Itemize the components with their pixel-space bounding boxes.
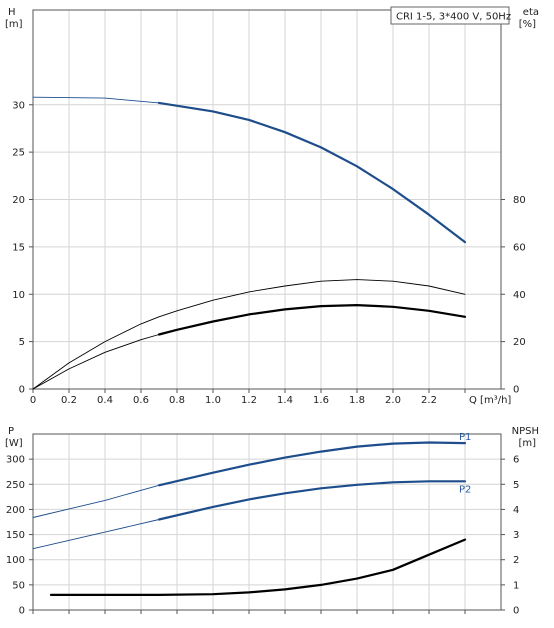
x-tick-label: 1.8 [349,395,365,406]
left-axis-title: P [8,426,14,437]
right-axis-title: NPSH [512,426,539,437]
y-tick-label-left: 250 [6,480,25,491]
y-tick-label-right: 4 [513,505,519,516]
y-tick-label-left: 200 [6,505,25,516]
y-tick-label-left: 30 [12,100,25,111]
x-tick-label: 0.6 [133,395,149,406]
curve-layer [32,96,467,596]
y-tick-label-left: 15 [12,242,25,253]
legend-text: CRI 1-5, 3*400 V, 50Hz [396,12,511,23]
plot-frame [32,433,502,611]
curve-operating-range [157,480,467,521]
y-tick-label-left: 100 [6,555,25,566]
right-axis-title: eta [523,7,539,18]
x-tick-label: 0 [30,395,36,406]
x-tick-label: 0.2 [61,395,77,406]
y-tick-label-left: 20 [12,195,25,206]
x-tick-label: 2.0 [385,395,401,406]
curve-series-right-1 [32,279,466,390]
y-tick-label-right: 0 [513,385,519,396]
left-axis-unit: [m] [5,19,23,30]
left-axis-unit: [W] [5,438,23,449]
y-tick-label-right: 20 [513,337,526,348]
y-tick-label-left: 5 [19,337,25,348]
legend-box: CRI 1-5, 3*400 V, 50Hz [390,6,511,25]
plot-frames [29,9,505,614]
curve-operating-range [49,538,467,596]
y-tick-label-left: 0 [19,606,25,617]
grid-layer [33,10,501,610]
right-axis-unit: [%] [519,19,536,30]
y-tick-label-left: 25 [12,148,25,159]
y-tick-label-right: 6 [513,455,519,466]
x-tick-label: 1.4 [277,395,293,406]
x-tick-label: 0.4 [97,395,113,406]
x-tick-label: 1.2 [241,395,257,406]
y-tick-label-left: 150 [6,530,25,541]
y-tick-label-left: 50 [12,580,25,591]
y-tick-label-right: 40 [513,290,526,301]
y-tick-label-left: 300 [6,455,25,466]
x-tick-label: 1.0 [205,395,221,406]
curve-operating-range [157,304,467,336]
curve-series-right-2 [50,539,466,596]
y-tick-label-right: 60 [513,242,526,253]
y-tick-label-right: 1 [513,580,519,591]
y-tick-label-left: 0 [19,385,25,396]
x-tick-label: 0.8 [169,395,185,406]
y-tick-label-right: 5 [513,480,519,491]
x-tick-label: 2.2 [421,395,437,406]
right-axis-unit: [m] [518,438,536,449]
y-tick-label-left: 10 [12,290,25,301]
y-tick-label-right: 3 [513,530,519,541]
x-axis-unit-label: Q [m³/h] [469,395,511,406]
left-axis-title: H [8,7,16,18]
y-tick-label-right: 0 [513,606,519,617]
y-tick-label-right: 80 [513,195,526,206]
curve-operating-range [157,101,467,244]
y-tick-label-right: 2 [513,555,519,566]
curve-operating-range [157,441,467,487]
series-label-p2: P2 [459,484,471,495]
series-label-p1: P1 [459,432,471,443]
x-tick-label: 1.6 [313,395,329,406]
